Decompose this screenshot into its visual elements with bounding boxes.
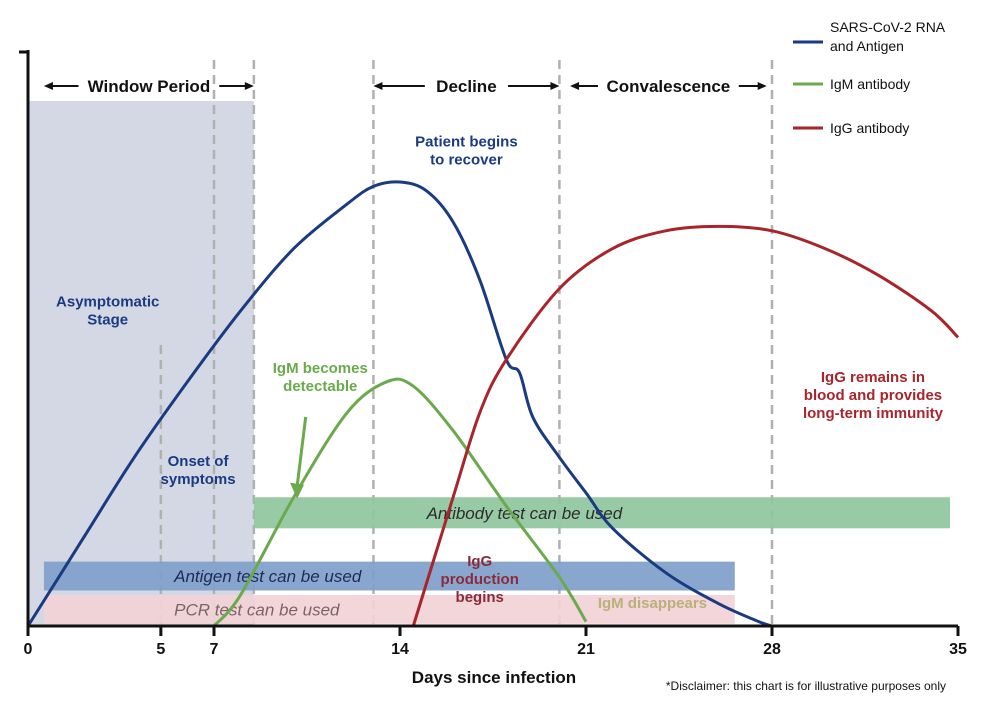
- phase-2: Convalescence: [570, 77, 767, 96]
- x-tick-label-14: 14: [391, 641, 409, 658]
- test-band-2: PCR test can be used: [43, 594, 735, 624]
- series-igg-line: [411, 224, 960, 627]
- window-period-shading: [28, 101, 254, 626]
- test-band-label: Antigen test can be used: [173, 567, 362, 586]
- x-tick-label-5: 5: [156, 641, 165, 658]
- annotation-line: blood and provides: [804, 387, 942, 404]
- annotation-line: symptoms: [161, 471, 236, 488]
- annotation-5: IgG production begins: [441, 553, 519, 606]
- legend-label-line: SARS-CoV-2 RNA: [830, 19, 946, 35]
- x-tick-label-0: 0: [24, 641, 33, 658]
- phase-divider-lines: [159, 60, 774, 626]
- phase-arrowhead-right: [244, 82, 254, 90]
- x-tick-label-35: 35: [949, 641, 967, 658]
- test-band-1: Antigen test can be used: [43, 561, 735, 591]
- x-tick-label-21: 21: [577, 641, 595, 658]
- legend-label-line: and Antigen: [830, 38, 904, 54]
- phase-1: Decline: [373, 77, 560, 96]
- annotation-line: IgG remains in: [821, 369, 925, 386]
- axes: 0 5 7 14 21 28 35: [19, 50, 967, 658]
- series-rna-line: [26, 180, 773, 628]
- test-bands: Antibody test can be used Antigen test ca…: [43, 497, 951, 624]
- annotation-line: Patient begins: [415, 133, 518, 150]
- legend-label-igm: IgM antibody: [830, 76, 910, 92]
- phase-arrowhead-left: [570, 82, 580, 90]
- annotation-3: Onset of symptoms: [161, 453, 236, 488]
- phase-label: Convalescence: [606, 77, 730, 96]
- window-period-region: [28, 101, 254, 626]
- legend-label-rna: SARS-CoV-2 RNA and Antigen: [830, 19, 946, 54]
- series-igm-line: [212, 377, 588, 628]
- test-band-0: Antibody test can be used: [253, 497, 951, 529]
- annotation-4: IgG remains in blood and provides long-ter…: [803, 369, 944, 422]
- legend-label-igg: IgG antibody: [830, 120, 909, 136]
- x-tick-label-28: 28: [763, 641, 781, 658]
- series-curves: [26, 180, 960, 628]
- annotation-2: IgM becomes detectable: [273, 360, 368, 395]
- test-band-label: PCR test can be used: [174, 600, 340, 619]
- test-band-bar: [43, 561, 735, 591]
- x-tick-label-7: 7: [210, 641, 219, 658]
- annotation-line: production: [441, 571, 519, 588]
- x-axis-label: Days since infection: [412, 668, 576, 687]
- phase-arrowhead-left: [43, 82, 53, 90]
- phase-0: Window Period: [43, 77, 254, 96]
- disclaimer: *Disclaimer: this chart is for illustrat…: [666, 679, 946, 693]
- annotation-0: Patient begins to recover: [415, 133, 518, 168]
- legend-item-rna: SARS-CoV-2 RNA and Antigen: [793, 19, 946, 54]
- legend-label-line: IgG antibody: [830, 120, 909, 136]
- annotation-line: Asymptomatic: [56, 293, 159, 310]
- annotation-line: Stage: [87, 311, 128, 328]
- annotation-line: detectable: [283, 378, 357, 395]
- test-band-bar: [43, 594, 735, 624]
- legend-item-igg: IgG antibody: [793, 120, 909, 136]
- annotation-line: IgM disappears: [598, 595, 707, 612]
- phase-label: Decline: [436, 77, 496, 96]
- phase-arrowhead-left: [373, 82, 383, 90]
- test-band-label: Antibody test can be used: [426, 504, 623, 523]
- phase-labels: Window Period Decline Convalescence: [43, 77, 767, 96]
- phase-arrowhead-right: [757, 82, 767, 90]
- igm-arrow-shaft: [295, 416, 308, 487]
- annotation-6: IgM disappears: [598, 595, 707, 612]
- annotation-1: Asymptomatic Stage: [56, 293, 159, 328]
- phase-arrowhead-right: [550, 82, 560, 90]
- annotation-line: IgM becomes: [273, 360, 368, 377]
- annotations: Patient begins to recover Asymptomatic Stag…: [56, 133, 944, 612]
- annotation-line: Onset of: [168, 453, 230, 470]
- phase-label: Window Period: [88, 77, 211, 96]
- test-band-bar: [253, 497, 951, 529]
- legend-item-igm: IgM antibody: [793, 76, 910, 92]
- legend-label-line: IgM antibody: [830, 76, 910, 92]
- annotation-line: IgG: [467, 553, 492, 570]
- legend: SARS-CoV-2 RNA and Antigen IgM antibody IgG…: [793, 19, 946, 136]
- annotation-line: long-term immunity: [803, 405, 944, 422]
- igm-arrow-head: [290, 482, 305, 499]
- annotation-line: begins: [456, 589, 504, 606]
- annotation-line: to recover: [430, 151, 503, 168]
